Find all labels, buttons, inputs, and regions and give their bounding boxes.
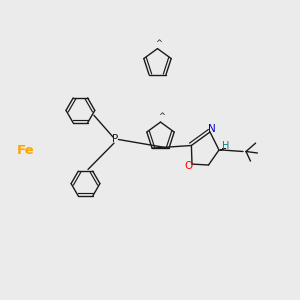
Text: P: P — [112, 134, 118, 145]
Text: ^: ^ — [155, 39, 162, 48]
Text: N: N — [208, 124, 215, 134]
Text: Fe: Fe — [17, 143, 34, 157]
Text: O: O — [184, 160, 193, 171]
Text: H: H — [222, 141, 229, 151]
Text: ^: ^ — [158, 112, 165, 121]
